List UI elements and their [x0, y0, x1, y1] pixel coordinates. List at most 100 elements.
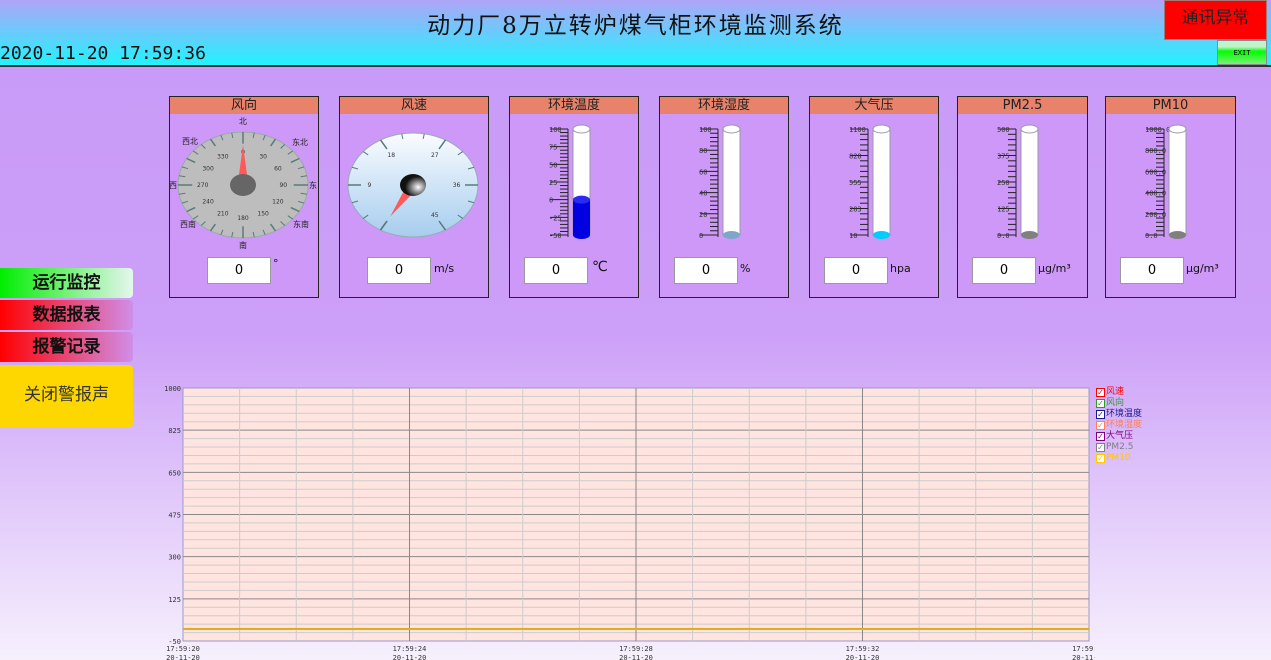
speed-tick	[467, 200, 475, 204]
speed-scale-label: 18	[387, 152, 395, 159]
legend-item[interactable]: ✓ 环境温度	[1096, 409, 1142, 420]
scale-label: 0.0	[997, 232, 1010, 240]
sensor-value: 0	[524, 257, 588, 284]
nav-data-report[interactable]: 数据报表	[0, 300, 133, 330]
checkbox-icon[interactable]: ✓	[1096, 388, 1105, 397]
speed-tick	[351, 200, 359, 204]
needle-hub	[400, 174, 426, 196]
nav-run-monitor[interactable]: 运行监控	[0, 268, 133, 298]
page-title: 动力厂8万立转炉煤气柜环境监测系统	[427, 13, 844, 39]
x-tick-date: 20-11-20	[166, 654, 200, 660]
datetime: 2020-11-20 17:59:36	[0, 43, 206, 64]
speed-gauge: 9 18 27 36 45	[347, 132, 479, 238]
y-tick-label: 1000	[164, 385, 181, 393]
nav-alarm-log[interactable]: 报警记录	[0, 332, 133, 362]
thermometer-gauge: 500 375 250 125 0.0	[997, 124, 1039, 240]
compass-tick	[231, 231, 234, 238]
compass-tick	[231, 132, 234, 139]
y-tick-label: 125	[168, 596, 181, 604]
legend-item[interactable]: ✓ 环境湿度	[1096, 420, 1142, 431]
thermometer-tube	[1020, 128, 1039, 236]
compass-scale-label: 30	[259, 154, 267, 161]
speed-tick	[379, 220, 388, 231]
sensor-value: 0	[1120, 257, 1184, 284]
header-bar: 动力厂8万立转炉煤气柜环境监测系统 2020-11-20 17:59:36 通讯…	[0, 0, 1271, 67]
scale-label: 1100	[849, 126, 866, 134]
speed-tick	[438, 220, 447, 231]
thermometer-bulb	[1169, 231, 1186, 239]
speed-tick	[351, 166, 359, 170]
compass-tick	[290, 206, 300, 213]
panel-title: PM10	[1106, 97, 1235, 114]
unit-label: μg/m³	[1038, 262, 1071, 275]
thermometer-gauge: 100 80 60 40 20 0	[699, 124, 741, 240]
compass-scale-label: 90	[279, 182, 287, 189]
wind-direction-value: 0	[207, 257, 271, 284]
thermometer-gauge: 1100 828 555 283 10	[849, 124, 891, 240]
thermometer-bulb	[723, 231, 740, 239]
compass-scale-label: 60	[274, 166, 282, 173]
legend-label: PM10	[1106, 453, 1131, 463]
thermometer-tube	[722, 128, 741, 236]
checkbox-icon[interactable]: ✓	[1096, 421, 1105, 430]
legend-label: 风向	[1106, 398, 1125, 408]
scale-label: 0.0	[1145, 232, 1158, 240]
legend-item[interactable]: ✓ 风向	[1096, 398, 1142, 409]
chart-legend: ✓ 风速 ✓ 风向 ✓ 环境温度 ✓ 环境湿度 ✓ 大气压 ✓ PM2.5 ✓ PM10	[1096, 387, 1142, 464]
compass-tick	[252, 132, 255, 139]
speed-scale-label: 36	[453, 182, 461, 189]
compass-tick	[200, 144, 206, 149]
thermometer-panel: PM2.5 500 375 250 125 0.0 0 μg/m³	[957, 96, 1088, 298]
speed-tick	[457, 151, 464, 156]
scale-label: 10	[849, 232, 857, 240]
comm-status-badge: 通讯异常	[1164, 0, 1267, 40]
sensor-value: 0	[824, 257, 888, 284]
checkbox-icon[interactable]: ✓	[1096, 399, 1105, 408]
x-tick-time: 17:59:20	[166, 645, 200, 653]
compass-tick	[290, 157, 300, 164]
direction-label: 西	[170, 181, 177, 190]
panel-title: 风向	[170, 97, 318, 114]
checkbox-icon[interactable]: ✓	[1096, 443, 1105, 452]
compass-tick	[300, 192, 308, 195]
wind-speed-value: 0	[367, 257, 431, 284]
checkbox-icon[interactable]: ✓	[1096, 410, 1105, 419]
thermometer-bulb	[1021, 231, 1038, 239]
legend-item[interactable]: ✓ 风速	[1096, 387, 1142, 398]
compass-tick	[270, 138, 277, 147]
speed-tick	[401, 133, 404, 140]
x-tick-date: 20-11-20	[846, 654, 880, 660]
speed-tick	[438, 139, 447, 150]
exit-button[interactable]: EXIT	[1217, 40, 1267, 65]
panel-title: 风速	[340, 97, 488, 114]
tube-top	[722, 124, 741, 134]
scale-label: 555	[849, 179, 862, 187]
thermometer-gauge: 1000.0 800.0 600.0 400.0 200.0 0.0	[1145, 124, 1187, 240]
panel-title: 大气压	[810, 97, 938, 114]
scale-label: 75	[549, 144, 557, 152]
direction-label: 西北	[182, 137, 198, 146]
checkbox-icon[interactable]: ✓	[1096, 432, 1105, 441]
legend-item[interactable]: ✓ 大气压	[1096, 431, 1142, 442]
tube-top	[1020, 124, 1039, 134]
scale-label: 200.0	[1145, 211, 1166, 219]
compass-tick	[192, 215, 199, 220]
scale-label: 800.0	[1145, 147, 1166, 155]
legend-item[interactable]: ✓ PM10	[1096, 453, 1142, 464]
legend-label: PM2.5	[1106, 442, 1134, 452]
legend-label: 环境湿度	[1106, 420, 1143, 430]
needle-hub	[230, 174, 256, 196]
scale-label: 20	[699, 211, 707, 219]
compass-tick	[280, 221, 286, 226]
checkbox-icon[interactable]: ✓	[1096, 454, 1105, 463]
legend-item[interactable]: ✓ PM2.5	[1096, 442, 1142, 453]
compass-tick	[200, 221, 206, 226]
scale-label: 60	[699, 168, 707, 176]
thermometer-bulb	[873, 231, 890, 239]
scale-label: 80	[699, 147, 707, 155]
x-tick-time: 17:59:36	[1072, 645, 1095, 653]
compass-tick	[287, 215, 294, 220]
mute-alarm-button[interactable]: 关闭警报声	[0, 365, 133, 427]
scale-label: 50	[549, 161, 557, 169]
